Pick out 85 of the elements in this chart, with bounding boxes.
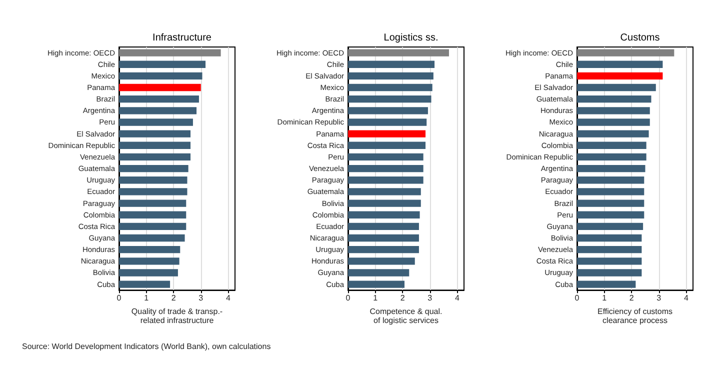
x-tick-label: 0 <box>346 294 351 303</box>
bar <box>119 280 170 288</box>
bar <box>577 258 642 265</box>
bar <box>348 84 432 92</box>
x-tick-label: 4 <box>454 294 460 303</box>
bar <box>577 176 644 184</box>
bar <box>119 142 191 149</box>
bar <box>348 60 435 68</box>
bar <box>577 188 644 196</box>
bar <box>577 72 663 80</box>
bar <box>119 107 197 114</box>
bar <box>348 200 421 207</box>
x-tick-label: 0 <box>574 294 580 303</box>
bar <box>119 118 193 126</box>
bar <box>577 96 652 103</box>
bar <box>577 269 642 276</box>
x-tick-label: 1 <box>602 294 608 303</box>
x-tick-label: 2 <box>400 294 406 303</box>
bar <box>577 84 656 92</box>
chart-title: Customs <box>620 32 660 44</box>
chart-title: Infrastructure <box>152 32 212 44</box>
bar <box>119 72 202 80</box>
bar <box>119 269 178 276</box>
x-axis-title: Quality of trade & transp.- related infrastructure <box>131 307 223 325</box>
bar <box>119 246 180 254</box>
bar <box>577 130 649 138</box>
bar <box>119 176 188 184</box>
bar <box>348 142 426 149</box>
x-axis-title: Competence & qual. of logistic services <box>370 307 442 325</box>
bar <box>577 246 642 254</box>
bar <box>348 188 421 196</box>
bar <box>577 222 644 230</box>
bar <box>119 60 206 68</box>
bar <box>119 153 191 161</box>
x-tick-label: 4 <box>226 294 231 303</box>
bar <box>577 142 646 149</box>
bar <box>577 60 663 68</box>
x-tick-label: 1 <box>144 294 150 303</box>
bar <box>348 211 420 218</box>
x-tick-label: 4 <box>684 294 689 303</box>
x-tick-label: 3 <box>428 294 433 303</box>
x-tick-label: 1 <box>373 294 378 303</box>
bar <box>119 234 185 242</box>
bar <box>119 258 180 265</box>
bar <box>348 118 427 126</box>
bar <box>577 211 644 218</box>
bar <box>119 222 186 230</box>
bar <box>119 211 186 218</box>
bar <box>348 130 426 138</box>
bar <box>577 107 650 114</box>
x-tick-label: 2 <box>171 294 176 303</box>
bar <box>348 153 424 161</box>
bar <box>348 234 419 242</box>
bar <box>348 280 404 288</box>
source-note: Source: World Development Indicators (World Bank), own calculations <box>22 342 271 351</box>
bar <box>119 84 201 92</box>
bar <box>119 164 188 172</box>
bar <box>348 72 434 80</box>
bar <box>119 130 191 138</box>
bar <box>119 200 186 207</box>
bar <box>348 164 424 172</box>
bar <box>577 200 644 207</box>
bar <box>577 234 642 242</box>
x-tick-label: 0 <box>116 294 122 303</box>
bar <box>577 164 646 172</box>
bar <box>577 118 650 126</box>
bar <box>348 258 415 265</box>
bar <box>348 107 428 114</box>
bar <box>348 269 410 276</box>
bar <box>577 49 674 56</box>
bar <box>577 280 636 288</box>
bar <box>348 246 419 254</box>
bar <box>348 222 419 230</box>
bar <box>119 188 188 196</box>
bar <box>348 96 432 103</box>
bar <box>119 96 199 103</box>
x-tick-label: 2 <box>629 294 634 303</box>
bar <box>348 49 449 56</box>
bar <box>348 176 424 184</box>
chart-title: Logistics ss. <box>384 32 438 44</box>
x-axis-title: Efficiency of customs clearance process <box>598 307 672 325</box>
bar <box>577 153 646 161</box>
x-tick-label: 3 <box>656 294 662 303</box>
bar <box>119 49 221 56</box>
x-tick-label: 3 <box>198 294 204 303</box>
